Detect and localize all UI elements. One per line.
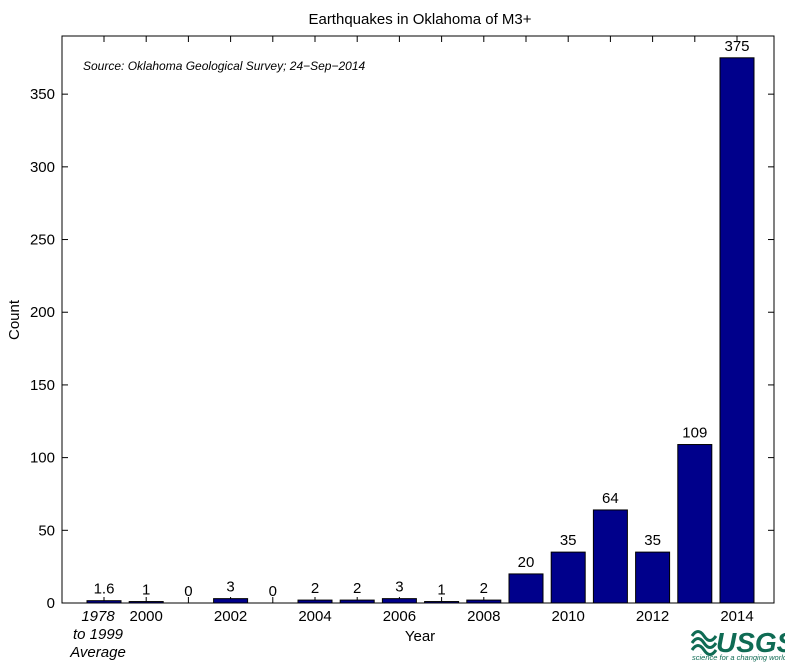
x-tick-label: 2002	[214, 608, 247, 625]
usgs-logo: USGS science for a changing world	[690, 627, 785, 662]
usgs-waves-icon	[690, 630, 718, 656]
y-tick-label: 250	[30, 232, 55, 249]
bar-value-label: 0	[184, 583, 192, 600]
bar	[508, 573, 544, 604]
bar-value-label: 109	[682, 425, 707, 442]
bar-value-label: 35	[560, 532, 577, 549]
y-tick-label: 0	[47, 595, 55, 612]
bar-value-label: 20	[518, 554, 535, 571]
x-tick-label: 2014	[720, 608, 753, 625]
plot-area-frame	[61, 35, 775, 604]
bar	[86, 600, 122, 604]
bar	[550, 551, 586, 604]
y-tick-label: 50	[38, 522, 55, 539]
chart-title: Earthquakes in Oklahoma of M3+	[308, 11, 531, 28]
x-tick-label-baseline: 1978 to 1999 Average	[69, 608, 126, 661]
y-tick-label: 200	[30, 304, 55, 321]
bar	[213, 598, 249, 604]
bar	[339, 599, 375, 604]
value-labels-group: 1.6 1 0 3 0 2 2 3 1 2 20 35 64 35 109 375	[94, 38, 750, 600]
bar	[297, 599, 333, 604]
x-tick-label: 2010	[552, 608, 585, 625]
usgs-logo-text: USGS	[716, 627, 785, 658]
x-tick-label: 2012	[636, 608, 669, 625]
bar	[635, 551, 671, 604]
bar	[719, 57, 755, 604]
bar-value-label: 1	[437, 582, 445, 599]
y-axis-label: Count	[6, 299, 23, 340]
bar-value-label: 3	[226, 579, 234, 596]
bar-value-label: 2	[353, 580, 361, 597]
bar-value-label: 2	[480, 580, 488, 597]
bar	[128, 601, 164, 604]
bar	[592, 509, 628, 604]
x-tick-label: 2000	[130, 608, 163, 625]
bar	[424, 601, 460, 604]
bar-value-label: 2	[311, 580, 319, 597]
bar-value-label: 35	[644, 532, 661, 549]
bar	[466, 599, 502, 604]
bar	[381, 598, 417, 604]
bar-value-label: 1	[142, 582, 150, 599]
source-note: Source: Oklahoma Geological Survey; 24−S…	[83, 59, 366, 73]
bar-value-label: 64	[602, 490, 619, 507]
bar-value-label: 1.6	[94, 581, 115, 598]
y-tick-label: 350	[30, 86, 55, 103]
bar-value-label: 0	[269, 583, 277, 600]
bars-group	[86, 57, 755, 604]
usgs-tagline: science for a changing world	[692, 653, 785, 662]
bar	[677, 444, 713, 604]
y-tick-label: 300	[30, 159, 55, 176]
bar-value-label: 375	[724, 38, 749, 55]
y-tick-label: 100	[30, 450, 55, 467]
x-axis-label: Year	[405, 628, 435, 645]
x-tick-label: 2008	[467, 608, 500, 625]
y-tick-label: 150	[30, 377, 55, 394]
x-tick-label: 2006	[383, 608, 416, 625]
x-tick-label: 2004	[298, 608, 331, 625]
bar-value-label: 3	[395, 579, 403, 596]
